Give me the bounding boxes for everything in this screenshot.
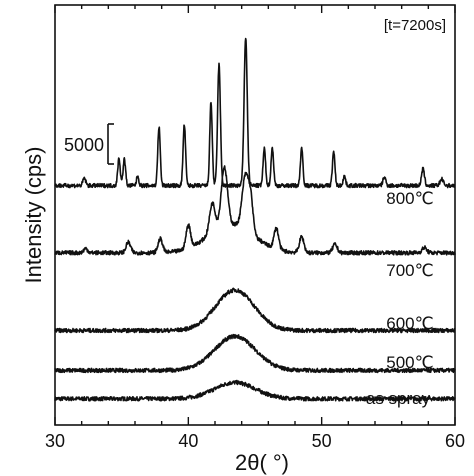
condition-note: [t=7200s] (384, 17, 446, 34)
series-trace-3 (54, 165, 456, 256)
x-axis-title: 2θ( °) (235, 450, 289, 475)
series-trace-4 (54, 37, 456, 189)
series-label-3: 700℃ (386, 261, 433, 280)
series-label-1: 500℃ (386, 353, 433, 372)
x-tick-label: 50 (312, 431, 332, 451)
series-trace-2 (54, 287, 456, 334)
x-tick-label: 40 (178, 431, 198, 451)
series-trace-1 (54, 333, 456, 374)
series-labels: as spray 500℃ 600℃ 700℃ 800℃ (366, 189, 434, 408)
plot-frame (54, 4, 456, 426)
scale-bar-label: 5000 (64, 135, 104, 155)
series-trace-0 (54, 379, 456, 402)
series-label-0: as spray (366, 389, 431, 408)
y-axis-title: Intensity (cps) (21, 147, 46, 284)
series-label-2: 600℃ (386, 314, 433, 333)
x-tick-label: 60 (445, 431, 465, 451)
x-tick-label: 30 (45, 431, 65, 451)
series-traces (54, 37, 456, 402)
series-label-4: 800℃ (386, 189, 433, 208)
axis-ticks: 30 40 50 60 (45, 5, 465, 451)
